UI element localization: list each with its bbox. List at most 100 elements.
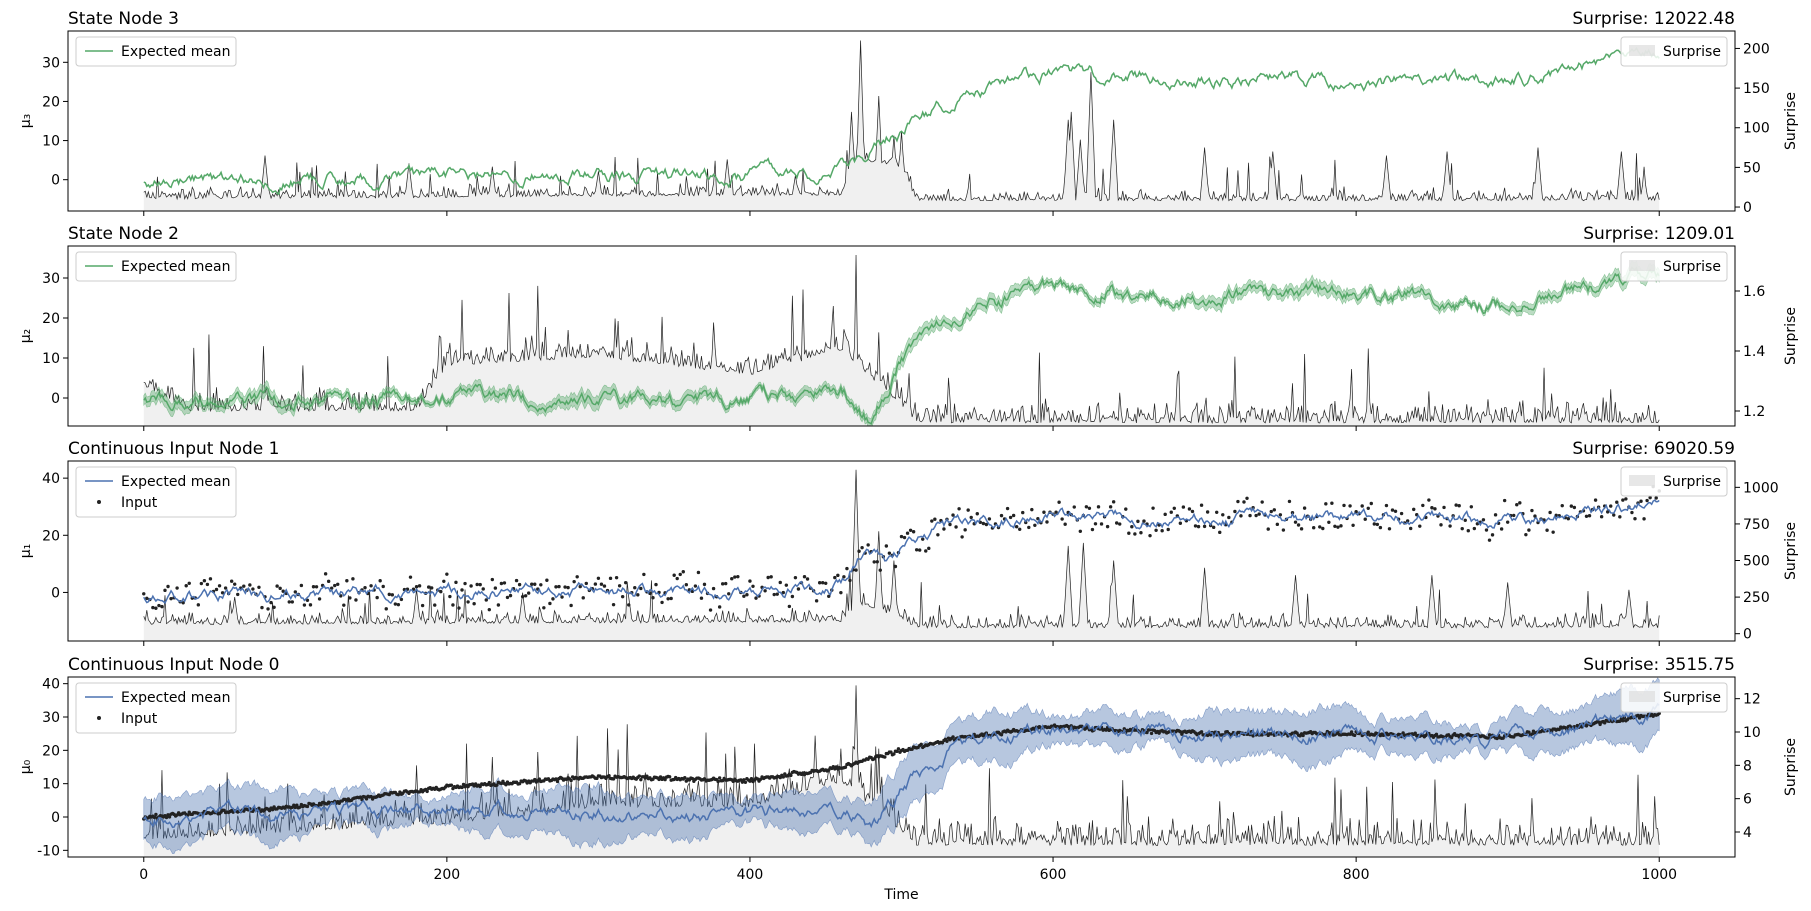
input-point	[554, 777, 558, 781]
input-point	[720, 582, 725, 586]
input-point	[287, 600, 291, 604]
x-tick-label: 1000	[1641, 867, 1677, 883]
input-point	[267, 808, 272, 813]
input-point	[1645, 498, 1649, 503]
input-point	[1296, 523, 1301, 527]
input-point	[1218, 530, 1222, 535]
input-point	[208, 577, 213, 581]
input-point	[299, 583, 304, 588]
input-point	[1354, 509, 1358, 514]
input-point	[611, 602, 616, 607]
input-point	[1463, 518, 1467, 523]
expected-mean-line	[143, 702, 1660, 829]
input-point	[478, 784, 482, 789]
legend-box	[75, 466, 237, 518]
surprise-area	[143, 255, 1660, 426]
input-point	[683, 775, 687, 780]
input-point	[154, 812, 158, 817]
input-point	[517, 781, 522, 786]
input-point	[1060, 517, 1064, 521]
input-point	[1148, 727, 1152, 732]
input-point	[290, 600, 294, 604]
input-point	[802, 575, 807, 579]
input-point	[663, 777, 667, 782]
expected-mean-line	[143, 266, 1660, 425]
legend-label: Expected mean	[121, 259, 230, 275]
input-point	[1005, 506, 1010, 511]
input-point	[308, 603, 313, 607]
input-point	[242, 584, 246, 588]
input-point	[433, 603, 437, 607]
input-point	[311, 585, 316, 589]
input-point	[969, 515, 973, 520]
input-point	[1108, 505, 1113, 509]
input-point	[1399, 511, 1404, 516]
input-point	[745, 593, 749, 597]
input-point	[1472, 526, 1477, 531]
legend-marker-surprise	[1629, 45, 1655, 56]
input-point	[883, 755, 887, 759]
y2-tick-label: 1.2	[1743, 404, 1765, 420]
input-point	[451, 603, 455, 607]
legend-right: Surprise	[1620, 251, 1728, 282]
input-point	[1524, 532, 1528, 537]
input-point	[658, 775, 663, 779]
input-point	[1502, 498, 1507, 503]
input-point	[1227, 515, 1231, 520]
input-point	[1042, 510, 1046, 514]
input-point	[896, 747, 901, 751]
input-point	[1349, 730, 1354, 734]
input-point	[293, 590, 298, 594]
input-point	[1293, 520, 1298, 524]
input-point	[608, 576, 613, 581]
input-point	[430, 586, 434, 590]
input-point	[1327, 520, 1331, 524]
input-point	[542, 606, 546, 610]
input-point	[1618, 515, 1622, 519]
input-point	[326, 579, 331, 584]
y-tick-label: 10	[42, 351, 60, 367]
input-point	[892, 752, 896, 756]
input-point	[711, 586, 716, 591]
input-point	[1430, 506, 1434, 510]
input-point	[390, 593, 395, 597]
legend-label: Expected mean	[121, 474, 230, 490]
input-point	[1114, 521, 1119, 525]
input-point	[636, 593, 640, 597]
input-point	[717, 605, 722, 609]
input-point	[593, 582, 598, 586]
input-point	[223, 586, 228, 590]
input-point	[963, 528, 967, 532]
input-point	[854, 568, 858, 572]
y2-tick-label: 100	[1743, 121, 1770, 137]
input-point	[551, 597, 555, 601]
input-point	[1099, 522, 1104, 526]
input-point	[1166, 527, 1170, 532]
y2-tick-label: 200	[1743, 41, 1770, 57]
input-point	[1484, 528, 1489, 532]
input-point	[342, 603, 346, 607]
input-point	[566, 585, 570, 590]
input-point	[260, 605, 264, 610]
input-point	[987, 517, 992, 521]
input-point	[936, 533, 940, 537]
chart-panel-1: 0 10 20 30 1.2 1.4 1.6 State Node 2 Surprise: 12…	[18, 224, 1799, 431]
y2-axis-label: Surprise	[1783, 738, 1799, 796]
chart-panel-0: 0 10 20 30 0 50 100 150 200 State Node 3 Surprise:…	[18, 9, 1799, 216]
input-point	[1324, 502, 1328, 506]
y2-tick-label: 750	[1743, 517, 1770, 533]
y2-tick-label: 12	[1743, 692, 1761, 708]
input-point	[1321, 526, 1325, 531]
input-point	[527, 591, 531, 595]
input-point	[490, 577, 495, 582]
input-point	[1136, 519, 1140, 524]
y2-axis-label: Surprise	[1783, 92, 1799, 150]
input-point	[602, 584, 607, 588]
axes-frame	[67, 676, 1736, 858]
input-point	[348, 596, 352, 600]
input-point	[1657, 711, 1661, 716]
input-point	[681, 570, 685, 574]
input-point	[775, 592, 779, 596]
input-point	[1302, 506, 1307, 510]
plot-area	[142, 469, 1661, 641]
